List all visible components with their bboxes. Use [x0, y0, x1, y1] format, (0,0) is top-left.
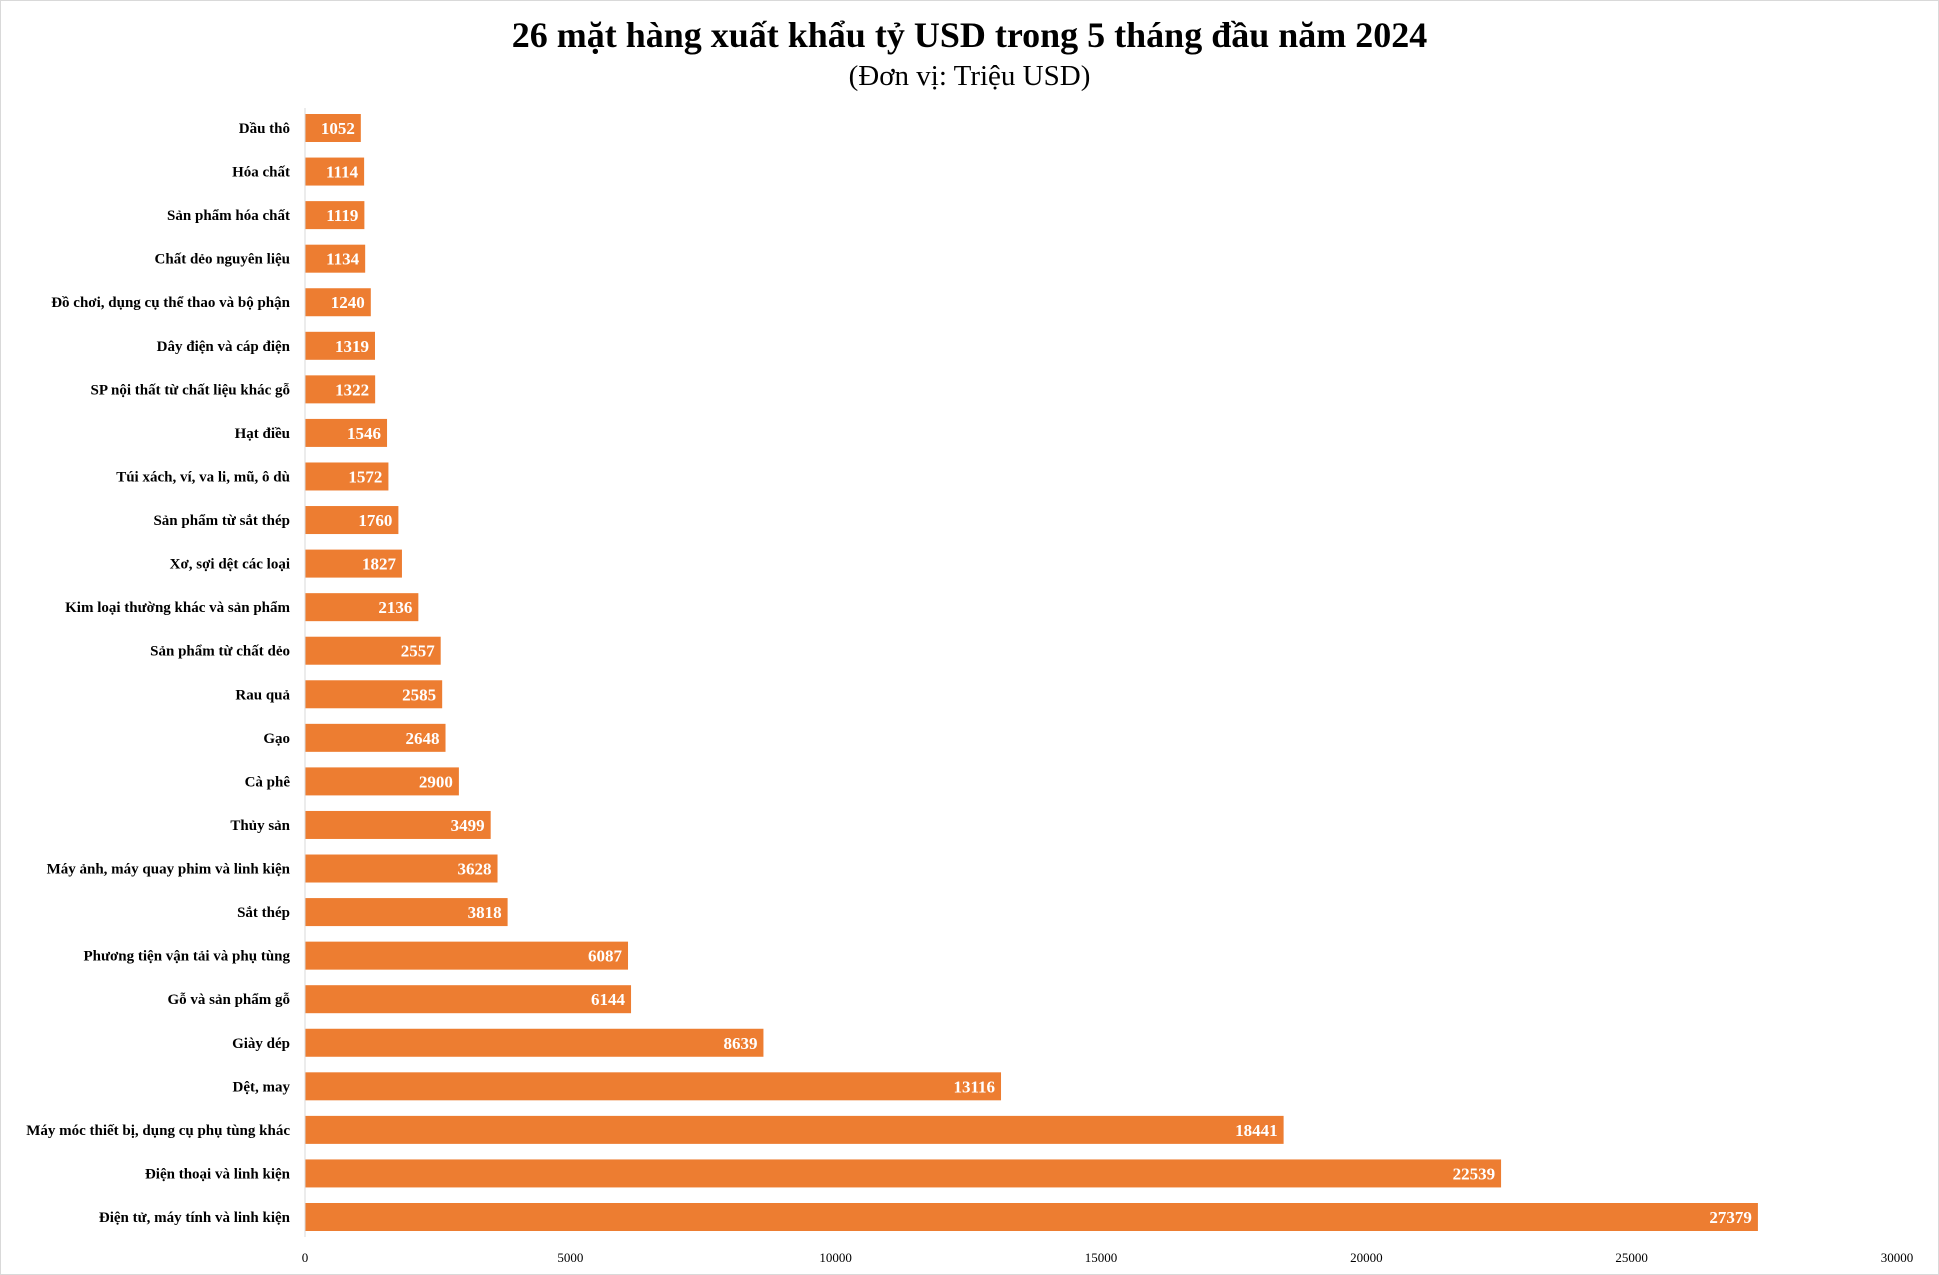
- category-label: Điện thoại và linh kiện: [145, 1166, 291, 1182]
- x-tick-label: 15000: [1085, 1250, 1118, 1265]
- bar: [305, 941, 629, 970]
- bar: [305, 593, 419, 622]
- bar: [305, 244, 366, 273]
- x-axis-ticks: 0 5000 10000 15000 20000 25000 30000: [302, 1250, 1914, 1265]
- data-label: 13116: [953, 1077, 995, 1096]
- bar: [305, 1115, 1284, 1144]
- data-label: 2648: [406, 729, 440, 748]
- data-label: 8639: [723, 1034, 757, 1053]
- data-label: 2557: [401, 642, 436, 661]
- category-label: Kim loại thường khác và sản phẩm: [65, 600, 290, 616]
- data-label: 2136: [378, 598, 412, 617]
- data-label: 3628: [458, 860, 492, 879]
- data-label: 1572: [348, 467, 382, 486]
- category-label: Thủy sản: [230, 818, 290, 834]
- bars: [305, 114, 1758, 1231]
- category-label: Dầu thô: [239, 121, 290, 137]
- bar: [305, 1028, 764, 1057]
- bar: [305, 1159, 1502, 1188]
- bar: [305, 114, 361, 142]
- category-label: Dệt, may: [233, 1079, 291, 1095]
- bar: [305, 854, 498, 883]
- x-tick-label: 5000: [557, 1250, 583, 1265]
- data-label: 1760: [358, 511, 392, 530]
- bar: [305, 331, 375, 360]
- category-label: Túi xách, ví, va li, mũ, ô dù: [116, 469, 290, 485]
- data-label: 3499: [451, 816, 485, 835]
- bar: [305, 506, 399, 535]
- data-label: 6144: [591, 990, 626, 1009]
- data-label: 1319: [335, 337, 369, 356]
- x-tick-label: 20000: [1350, 1250, 1383, 1265]
- category-label: Điện tử, máy tính và linh kiện: [99, 1210, 291, 1226]
- category-label: Dây điện và cáp điện: [157, 339, 291, 355]
- category-label: Đồ chơi, dụng cụ thể thao và bộ phận: [51, 295, 290, 311]
- data-label: 1546: [347, 424, 381, 443]
- x-tick-label: 25000: [1615, 1250, 1648, 1265]
- category-label: Máy ảnh, máy quay phim và linh kiện: [47, 862, 291, 878]
- bar: [305, 201, 365, 230]
- category-label: Cà phê: [245, 774, 291, 790]
- category-label: Phương tiện vận tải và phụ tùng: [83, 949, 290, 965]
- bar: [305, 723, 446, 752]
- bar: [305, 1203, 1758, 1231]
- data-label: 3818: [468, 903, 502, 922]
- category-label: Máy móc thiết bị, dụng cụ phụ tùng khác: [26, 1123, 290, 1139]
- category-label: Sản phẩm từ chất dẻo: [150, 644, 290, 660]
- data-label: 1119: [326, 206, 358, 225]
- category-label: Chất dẻo nguyên liệu: [155, 252, 290, 268]
- value-labels: 1052 1114 1119 1134 1240 1319 1322 1546 1572 1760…: [321, 119, 1752, 1227]
- data-label: 6087: [588, 947, 623, 966]
- category-label: Gỗ và sản phẩm gỗ: [167, 992, 290, 1008]
- category-label: Xơ, sợi dệt các loại: [170, 557, 290, 573]
- category-label: SP nội thất từ chất liệu khác gỗ: [91, 382, 290, 398]
- category-labels: Dầu thô Hóa chất Sản phẩm hóa chất Chất dẻo…: [26, 121, 290, 1226]
- bar: [305, 767, 459, 796]
- x-tick-label: 10000: [819, 1250, 852, 1265]
- category-label: Hạt điều: [235, 426, 290, 442]
- data-label: 1322: [335, 380, 369, 399]
- chart-subtitle: (Đơn vị: Triệu USD): [848, 60, 1091, 92]
- bar: [305, 549, 402, 578]
- data-label: 22539: [1453, 1164, 1496, 1183]
- data-label: 18441: [1235, 1121, 1278, 1140]
- data-label: 2585: [402, 685, 436, 704]
- data-label: 1134: [326, 250, 360, 269]
- category-label: Hóa chất: [232, 165, 290, 181]
- x-tick-label: 0: [302, 1250, 309, 1265]
- category-label: Sản phẩm hóa chất: [167, 208, 290, 224]
- data-label: 1114: [326, 163, 359, 182]
- bar: [305, 462, 389, 491]
- data-label: 2900: [419, 772, 453, 791]
- bar: [305, 1072, 1002, 1101]
- bar: [305, 288, 371, 317]
- bar: [305, 985, 632, 1014]
- data-label: 27379: [1709, 1208, 1752, 1227]
- category-label: Sắt thép: [237, 905, 290, 921]
- bar: [305, 810, 491, 839]
- bar: [305, 898, 508, 927]
- chart-title: 26 mặt hàng xuất khẩu tỷ USD trong 5 thá…: [511, 15, 1428, 55]
- data-label: 1240: [331, 293, 365, 312]
- x-tick-label: 30000: [1881, 1250, 1914, 1265]
- category-label: Gạo: [263, 731, 290, 747]
- data-label: 1827: [362, 555, 397, 574]
- category-label: Giày dép: [232, 1036, 290, 1052]
- category-label: Sản phẩm từ sắt thép: [153, 513, 290, 529]
- category-label: Rau quả: [235, 687, 290, 703]
- bar: [305, 418, 388, 447]
- data-label: 1052: [321, 119, 355, 138]
- bar: [305, 680, 443, 709]
- bar: [305, 157, 365, 186]
- bar: [305, 636, 441, 665]
- bar: [305, 375, 376, 404]
